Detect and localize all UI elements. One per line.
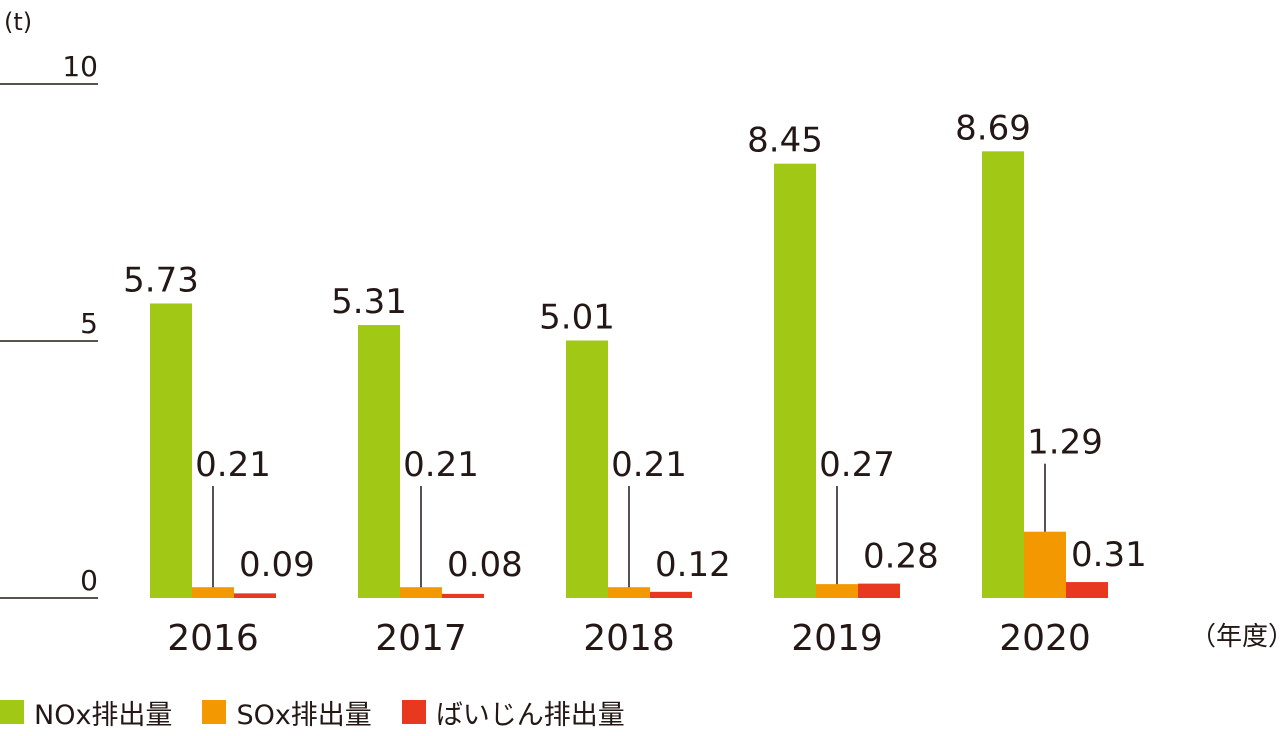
x-tick-label-2019: 2019 (791, 618, 883, 659)
bar-1-2018 (608, 587, 650, 598)
data-label-1-2018: 0.21 (611, 445, 687, 485)
legend-label-dust: ばいじん排出量 (435, 699, 625, 731)
legend-label-sox: SOx排出量 (236, 699, 372, 731)
data-label-2-2019: 0.28 (863, 537, 939, 577)
data-label-2-2020: 0.31 (1071, 535, 1147, 575)
bar-2-2017 (442, 593, 484, 598)
bar-2-2020 (1066, 582, 1108, 598)
data-label-0-2019: 8.45 (747, 121, 823, 161)
data-label-0-2017: 5.31 (331, 282, 407, 322)
bar-0-2019 (774, 163, 816, 599)
x-axis-unit: （年度） (1190, 622, 1288, 652)
bar-2-2018 (650, 591, 692, 598)
x-tick-label-2017: 2017 (375, 618, 467, 659)
legend: NOx排出量 SOx排出量 ばいじん排出量 (0, 692, 655, 732)
data-label-1-2017: 0.21 (403, 445, 479, 485)
x-axis: 2016 2017 2018 2019 2020 (167, 618, 1091, 659)
data-label-0-2020: 8.69 (955, 108, 1031, 148)
legend-item-dust: ばいじん排出量 (401, 693, 625, 732)
y-axis-unit: (t) (4, 8, 32, 36)
y-tick-label-1: 5 (80, 307, 98, 340)
x-tick-label-2016: 2016 (167, 618, 259, 659)
data-label-1-2016: 0.21 (195, 445, 271, 485)
data-label-1-2019: 0.27 (819, 445, 895, 485)
data-label-2-2016: 0.09 (239, 545, 315, 585)
bar-1-2016 (192, 587, 234, 598)
x-tick-label-2020: 2020 (999, 618, 1091, 659)
data-label-2-2018: 0.12 (655, 545, 731, 585)
legend-swatch-sox (202, 700, 227, 724)
legend-swatch-nox (0, 700, 24, 724)
y-tick-label-2: 10 (62, 50, 98, 83)
bar-1-2019 (816, 584, 858, 598)
legend-item-sox: SOx排出量 (202, 693, 372, 732)
data-label-0-2018: 5.01 (539, 297, 615, 337)
data-label-0-2016: 5.73 (123, 260, 199, 300)
bar-0-2017 (358, 325, 400, 598)
y-tick-label-0: 0 (80, 564, 98, 597)
bar-0-2020 (982, 151, 1024, 599)
bar-0-2018 (566, 340, 608, 598)
legend-label-nox: NOx排出量 (34, 699, 173, 731)
legend-swatch-dust (401, 700, 426, 724)
bar-1-2020 (1024, 531, 1066, 598)
bar-2-2016 (234, 593, 276, 598)
bar-1-2017 (400, 587, 442, 598)
x-tick-label-2018: 2018 (583, 618, 675, 659)
data-label-1-2020: 1.29 (1027, 423, 1103, 463)
legend-item-nox: NOx排出量 (0, 693, 172, 732)
y-axis: 0 5 10 (0, 50, 98, 599)
bar-2-2019 (858, 583, 900, 598)
bar-0-2016 (150, 303, 192, 598)
bars-group: 5.73 0.21 0.09 5.31 0.21 0.08 5.01 0.21 0.12 8.45… (123, 108, 1147, 599)
data-label-2-2017: 0.08 (447, 545, 523, 585)
